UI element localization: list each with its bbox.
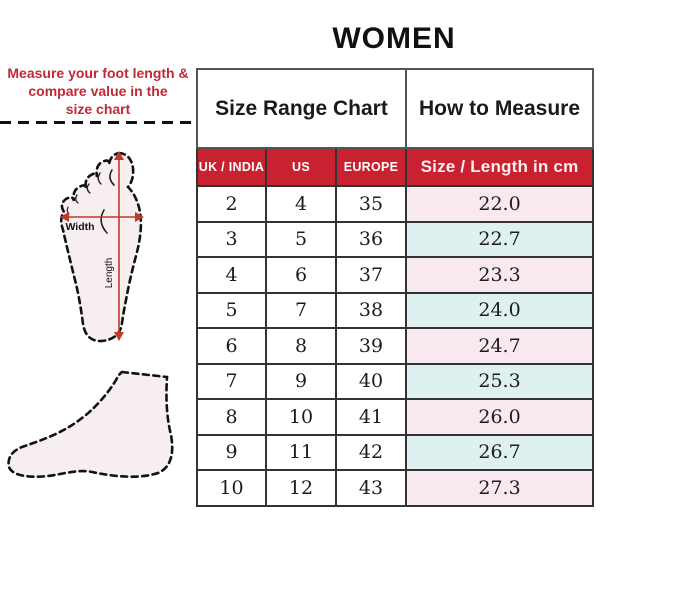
cell-uk: 2 bbox=[196, 185, 267, 223]
cell-europe: 43 bbox=[334, 469, 408, 507]
cell-length-cm: 22.0 bbox=[405, 185, 595, 223]
section-header-size-range: Size Range Chart bbox=[195, 68, 408, 149]
cell-us: 5 bbox=[265, 220, 337, 258]
col-header-us: US bbox=[265, 147, 337, 187]
col-header-size-length-cm: Size / Length in cm bbox=[405, 147, 595, 187]
cell-length-cm: 24.0 bbox=[405, 291, 595, 329]
cell-length-cm: 25.3 bbox=[405, 362, 595, 400]
length-measure-arrow bbox=[114, 151, 124, 341]
cell-europe: 38 bbox=[334, 291, 408, 329]
table-row: 7 9 40 25.3 bbox=[196, 362, 595, 400]
cell-length-cm: 26.7 bbox=[405, 433, 595, 471]
cell-europe: 39 bbox=[334, 327, 408, 365]
table-row: 4 6 37 23.3 bbox=[196, 256, 595, 294]
cell-us: 12 bbox=[265, 469, 337, 507]
cell-length-cm: 23.3 bbox=[405, 256, 595, 294]
cell-uk: 10 bbox=[196, 469, 267, 507]
cell-us: 6 bbox=[265, 256, 337, 294]
table-row: 5 7 38 24.0 bbox=[196, 291, 595, 329]
width-measure-arrow bbox=[60, 212, 144, 222]
col-header-europe: EUROPE bbox=[334, 147, 408, 187]
cell-us: 8 bbox=[265, 327, 337, 365]
cell-uk: 3 bbox=[196, 220, 267, 258]
instruction-line: size chart bbox=[65, 101, 131, 117]
cell-uk: 8 bbox=[196, 398, 267, 436]
cell-uk: 4 bbox=[196, 256, 267, 294]
cell-europe: 40 bbox=[334, 362, 408, 400]
cell-europe: 35 bbox=[334, 185, 408, 223]
cell-us: 9 bbox=[265, 362, 337, 400]
foot-side-illustration bbox=[7, 370, 174, 479]
table-row: 6 8 39 24.7 bbox=[196, 327, 595, 365]
section-header-how-to-measure: How to Measure bbox=[405, 68, 595, 149]
width-label: Width bbox=[65, 221, 94, 233]
instruction-line: compare value in the bbox=[28, 83, 168, 99]
table-row: 3 5 36 22.7 bbox=[196, 220, 595, 258]
page-title: WOMEN bbox=[332, 22, 456, 55]
table-row: 9 11 42 26.7 bbox=[196, 433, 595, 471]
cell-europe: 42 bbox=[334, 433, 408, 471]
column-header-row: UK / INDIA US EUROPE Size / Length in cm bbox=[196, 147, 595, 187]
cell-europe: 37 bbox=[334, 256, 408, 294]
cell-uk: 5 bbox=[196, 291, 267, 329]
section-header-row: Size Range Chart How to Measure bbox=[195, 68, 595, 149]
instruction-text: Measure your foot length & compare value… bbox=[0, 64, 196, 118]
cell-length-cm: 27.3 bbox=[405, 469, 595, 507]
cell-uk: 9 bbox=[196, 433, 267, 471]
size-chart-table: Size Range Chart How to Measure UK / IND… bbox=[195, 68, 595, 507]
cell-europe: 41 bbox=[334, 398, 408, 436]
cell-length-cm: 26.0 bbox=[405, 398, 595, 436]
dashed-divider bbox=[0, 121, 197, 124]
table-row: 8 10 41 26.0 bbox=[196, 398, 595, 436]
foot-sole-illustration: Width Length bbox=[59, 151, 144, 343]
table-row: 2 4 35 22.0 bbox=[196, 185, 595, 223]
cell-length-cm: 24.7 bbox=[405, 327, 595, 365]
cell-us: 7 bbox=[265, 291, 337, 329]
cell-uk: 6 bbox=[196, 327, 267, 365]
cell-uk: 7 bbox=[196, 362, 267, 400]
table-row: 10 12 43 27.3 bbox=[196, 469, 595, 507]
cell-us: 4 bbox=[265, 185, 337, 223]
cell-us: 11 bbox=[265, 433, 337, 471]
length-label: Length bbox=[104, 258, 115, 289]
cell-europe: 36 bbox=[334, 220, 408, 258]
foot-diagrams: Width Length bbox=[7, 151, 174, 479]
col-header-uk-india: UK / INDIA bbox=[196, 147, 267, 187]
cell-us: 10 bbox=[265, 398, 337, 436]
cell-length-cm: 22.7 bbox=[405, 220, 595, 258]
instruction-line: Measure your foot length & bbox=[7, 65, 189, 81]
